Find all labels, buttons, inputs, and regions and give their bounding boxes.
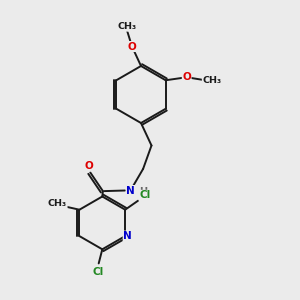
Text: O: O [182,72,191,82]
Text: Cl: Cl [92,267,103,278]
Text: O: O [128,41,136,52]
Text: H: H [139,187,147,197]
Text: N: N [126,185,135,196]
Text: N: N [123,231,132,241]
Text: CH₃: CH₃ [202,76,221,85]
Text: CH₃: CH₃ [117,22,136,31]
Text: CH₃: CH₃ [48,199,67,208]
Text: O: O [84,161,93,171]
Text: Cl: Cl [139,190,150,200]
